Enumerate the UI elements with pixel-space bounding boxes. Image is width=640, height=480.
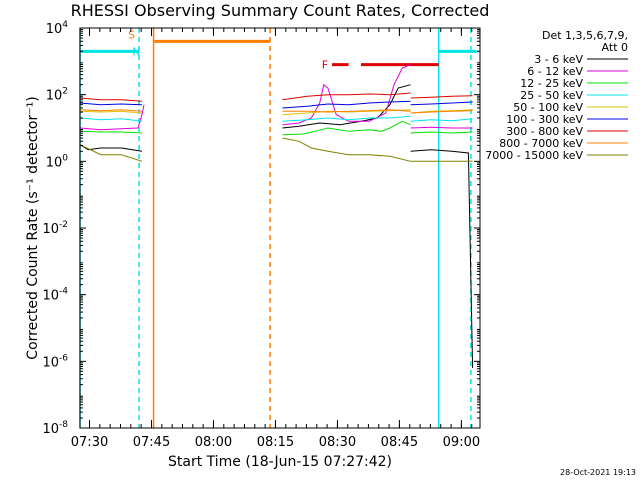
series-segment: [410, 101, 473, 106]
x-tick-label: 07:45: [133, 435, 170, 450]
series-segment: [79, 102, 143, 106]
legend-label: 100 - 300 keV: [506, 113, 583, 126]
series-segment: [282, 109, 411, 113]
x-axis-label: Start Time (18-Jun-15 07:27:42): [168, 454, 392, 470]
series-segment: [282, 137, 411, 162]
series-segment: [79, 117, 143, 122]
y-tick-label: 10-4: [42, 287, 68, 304]
series-segment: [79, 109, 143, 112]
x-tick-label: 08:30: [319, 435, 356, 450]
x-tick-label: 08:45: [381, 435, 418, 450]
plot-area: SN F: [79, 28, 477, 428]
legend-label: 300 - 800 keV: [506, 125, 583, 138]
legend-label: 25 - 50 keV: [520, 89, 583, 102]
series-segment: [282, 120, 411, 136]
legend-header-attenuator: Att 0: [602, 41, 628, 54]
legend-label: 50 - 100 keV: [513, 101, 583, 114]
legend-label: 3 - 6 keV: [534, 53, 583, 66]
y-axis-label: Corrected Count Rate (s⁻¹ detector⁻¹): [25, 96, 41, 359]
series-segment: [410, 126, 473, 129]
series-segment: [282, 115, 411, 122]
y-tick-label: 10-2: [42, 220, 68, 237]
series-300-800-kevkev-line: [79, 92, 473, 102]
x-tick-label: 08:15: [257, 435, 294, 450]
series-segment: [79, 144, 143, 162]
legend-label: 12 - 25 keV: [520, 77, 583, 90]
y-axis: 104 102 100 10-2 10-4 10-6 10-8: [42, 20, 480, 437]
y-tick-label: 104: [46, 20, 69, 37]
series-segment: [282, 109, 411, 116]
series-segment: [79, 144, 143, 152]
timestamp: 28-Oct-2021 19:13: [560, 468, 636, 477]
series-segment: [410, 149, 474, 369]
legend-label: 6 - 12 keV: [527, 65, 583, 78]
legend-label: 800 - 7000 keV: [499, 137, 583, 150]
series-25-50-kevkev-line: [79, 115, 473, 122]
series-segment: [410, 110, 473, 114]
legend-header-detectors: Det 1,3,5,6,7,9,: [542, 29, 628, 42]
flag-label-s: S: [128, 29, 135, 42]
series-segment: [79, 104, 145, 131]
chart-title: RHESSI Observing Summary Count Rates, Co…: [71, 1, 490, 20]
y-tick-label: 10-6: [42, 353, 68, 370]
flag-label-f: F: [322, 59, 328, 72]
y-tick-label: 102: [46, 87, 68, 104]
series-segment: [410, 95, 473, 99]
x-axis: 07:30 07:45 08:00 08:15 08:30 08:45 09:00: [71, 28, 480, 450]
y-tick-label: 100: [46, 153, 69, 170]
x-tick-label: 09:00: [443, 435, 480, 450]
legend-label: 7000 - 15000 keV: [485, 149, 583, 162]
series-segment: [79, 110, 143, 114]
series-segment: [282, 64, 411, 126]
series-800-7000-kevkev-line: [79, 109, 473, 114]
series-7000-15000-kevkev-line: [79, 137, 473, 162]
flag-label-n: N: [132, 45, 140, 58]
series-segment: [282, 100, 411, 109]
x-tick-label: 08:00: [195, 435, 232, 450]
series-12-25-kevkev-line: [79, 120, 473, 136]
series-100-300-kevkev-line: [79, 100, 473, 109]
series-segment: [79, 97, 143, 102]
series-segment: [410, 118, 473, 122]
x-tick-label: 07:30: [71, 435, 108, 450]
series-segment: [282, 92, 411, 101]
y-tick-label: 10-8: [42, 420, 68, 437]
series-segment: [410, 131, 473, 134]
series-6-12-kevkev-line: [79, 64, 473, 131]
series-segment: [79, 130, 143, 134]
